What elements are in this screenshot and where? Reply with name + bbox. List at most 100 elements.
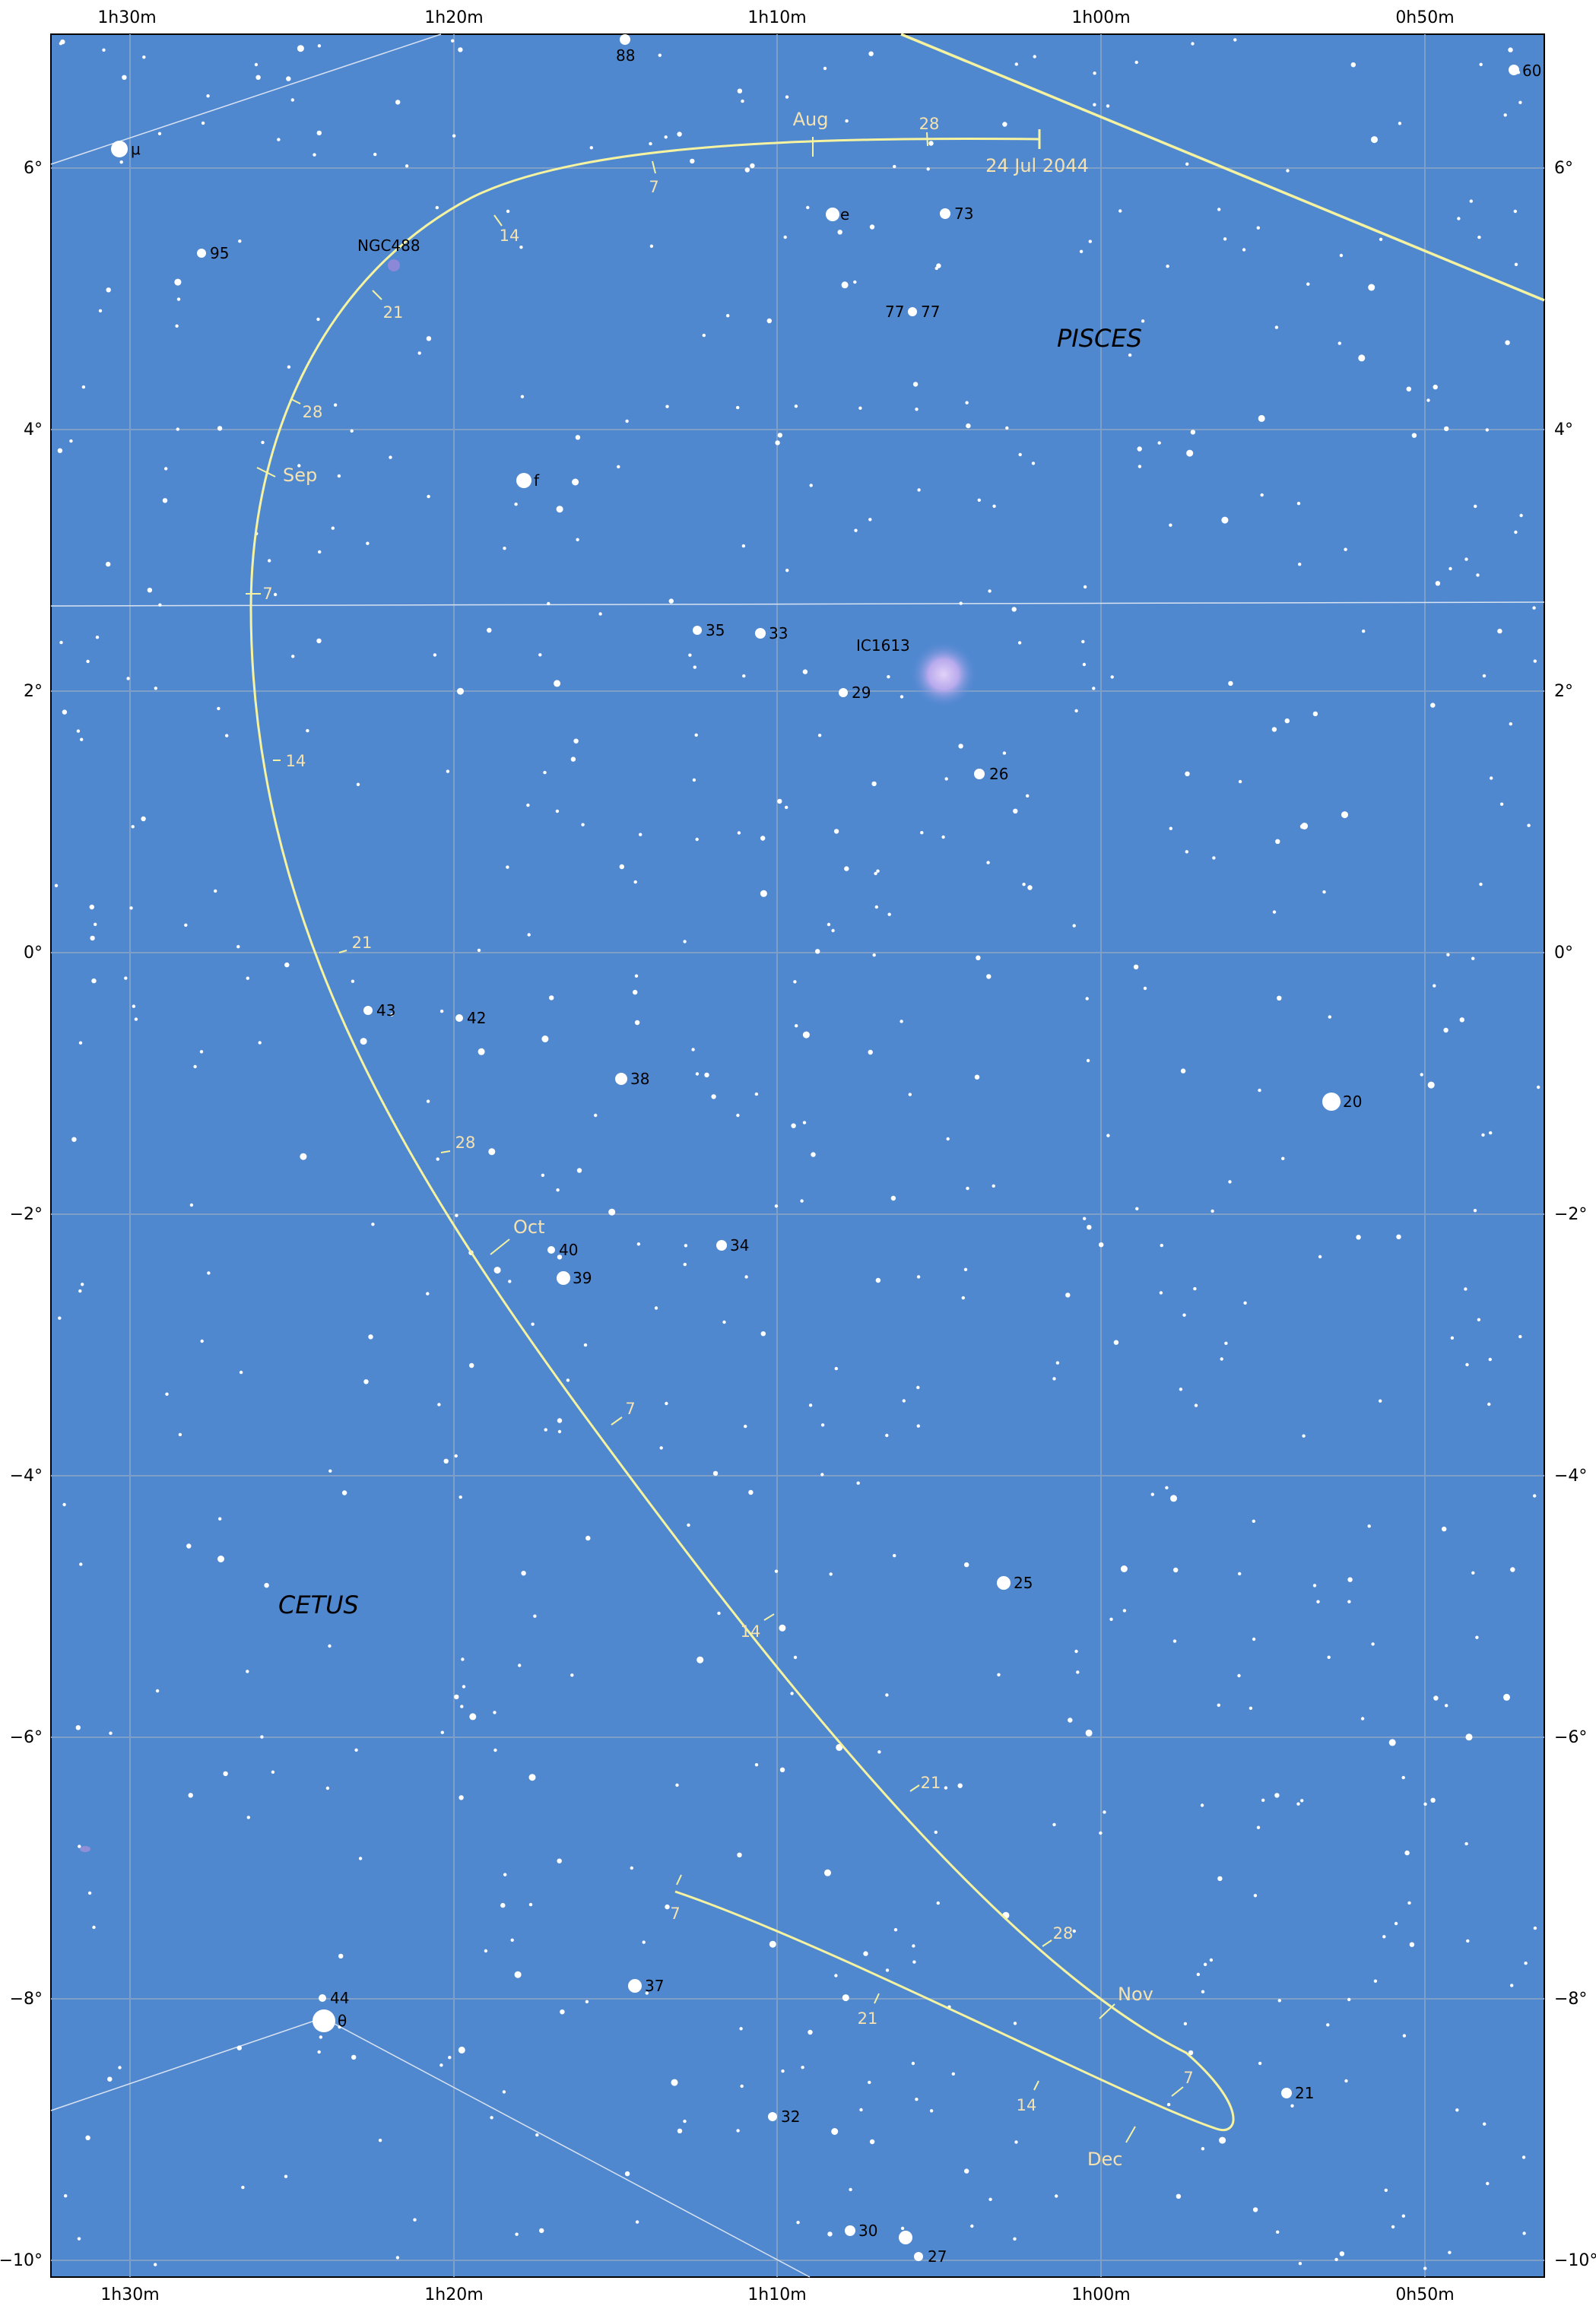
field-star	[1306, 282, 1310, 286]
field-star	[86, 659, 90, 664]
field-star	[817, 734, 822, 737]
field-star	[736, 1113, 740, 1118]
field-star	[634, 1020, 640, 1026]
field-star	[426, 1292, 430, 1296]
field-star	[837, 230, 842, 235]
field-star	[255, 75, 261, 81]
field-star	[325, 1786, 330, 1790]
field-star	[665, 1904, 670, 1910]
field-star	[741, 99, 744, 103]
field-star	[277, 138, 281, 141]
field-star	[1420, 1073, 1423, 1077]
field-star	[1014, 62, 1019, 66]
field-star	[555, 809, 560, 814]
field-star	[1242, 248, 1246, 252]
field-star	[690, 158, 695, 164]
field-star	[926, 167, 930, 171]
field-star	[802, 1031, 810, 1039]
field-star	[649, 141, 652, 146]
field-star	[439, 2063, 443, 2067]
ra-label: 1h00m	[1071, 8, 1130, 27]
constellation-label-pisces: PISCES	[1057, 324, 1142, 353]
field-star	[1479, 882, 1483, 886]
field-star	[1508, 47, 1513, 52]
field-star	[439, 1009, 444, 1013]
field-star	[668, 598, 674, 604]
star-label: 60	[1522, 62, 1541, 80]
field-star	[696, 1656, 704, 1664]
field-star	[493, 1711, 497, 1714]
field-star	[966, 423, 971, 429]
field-star	[426, 336, 432, 341]
field-star	[827, 922, 831, 927]
field-star	[557, 1254, 563, 1260]
field-star	[98, 309, 103, 312]
field-star	[794, 404, 798, 408]
dec-label: 4°	[1554, 420, 1573, 439]
field-star	[264, 1583, 269, 1588]
field-star	[1455, 2108, 1459, 2112]
field-star	[236, 2045, 242, 2051]
dec-label: 0°	[24, 944, 43, 963]
field-star	[802, 1121, 807, 1124]
field-star	[535, 2133, 539, 2137]
field-star	[239, 1370, 243, 1375]
field-star	[1275, 839, 1280, 845]
field-star	[951, 2072, 956, 2076]
field-star	[539, 2228, 544, 2234]
field-star	[1011, 607, 1017, 612]
field-star	[722, 1320, 726, 1324]
field-star	[1358, 354, 1366, 362]
field-star	[570, 1673, 574, 1677]
field-star	[1217, 1703, 1221, 1707]
field-star	[1017, 641, 1022, 645]
field-star	[328, 1644, 332, 1648]
field-star	[598, 612, 602, 616]
field-star	[1409, 1942, 1415, 1947]
field-star	[1316, 1600, 1320, 1603]
field-star	[946, 1137, 950, 1141]
field-star	[900, 2226, 905, 2231]
field-star	[1256, 226, 1261, 230]
field-star	[893, 1928, 898, 1932]
field-star	[1135, 1207, 1139, 1211]
dec-label: −10°	[0, 2251, 43, 2270]
field-star	[1465, 1362, 1469, 1367]
field-star	[77, 2237, 81, 2241]
field-star	[490, 2116, 493, 2120]
field-star	[916, 1385, 920, 1390]
field-star	[1074, 709, 1078, 713]
field-star	[478, 1048, 485, 1055]
field-star	[1065, 1292, 1071, 1298]
field-star	[1490, 776, 1493, 780]
field-star	[1252, 1637, 1256, 1641]
star	[1281, 2088, 1292, 2098]
field-star	[893, 164, 896, 169]
field-star	[1527, 823, 1531, 827]
field-star	[1426, 398, 1430, 402]
field-star	[520, 395, 525, 398]
field-star	[1233, 38, 1237, 42]
field-star	[988, 589, 992, 593]
dec-label: 6°	[24, 159, 43, 178]
field-star	[834, 1366, 839, 1371]
field-star	[1521, 2155, 1526, 2159]
field-star	[79, 1562, 83, 1566]
field-star	[1445, 1704, 1448, 1708]
field-star	[1212, 856, 1216, 860]
field-star	[341, 1490, 347, 1495]
date-label: 21	[352, 934, 373, 952]
field-star	[206, 94, 210, 98]
field-star	[1446, 953, 1450, 956]
field-star	[201, 121, 205, 125]
field-star	[704, 1072, 709, 1078]
field-star	[1172, 1639, 1177, 1643]
field-star	[1118, 209, 1122, 213]
field-star	[1298, 563, 1302, 566]
field-star	[1277, 995, 1282, 1001]
ra-label: 1h10m	[747, 8, 806, 27]
field-star	[575, 435, 581, 440]
ra-label: 0h50m	[1395, 8, 1454, 27]
field-star	[95, 636, 100, 639]
field-star	[691, 1048, 695, 1051]
